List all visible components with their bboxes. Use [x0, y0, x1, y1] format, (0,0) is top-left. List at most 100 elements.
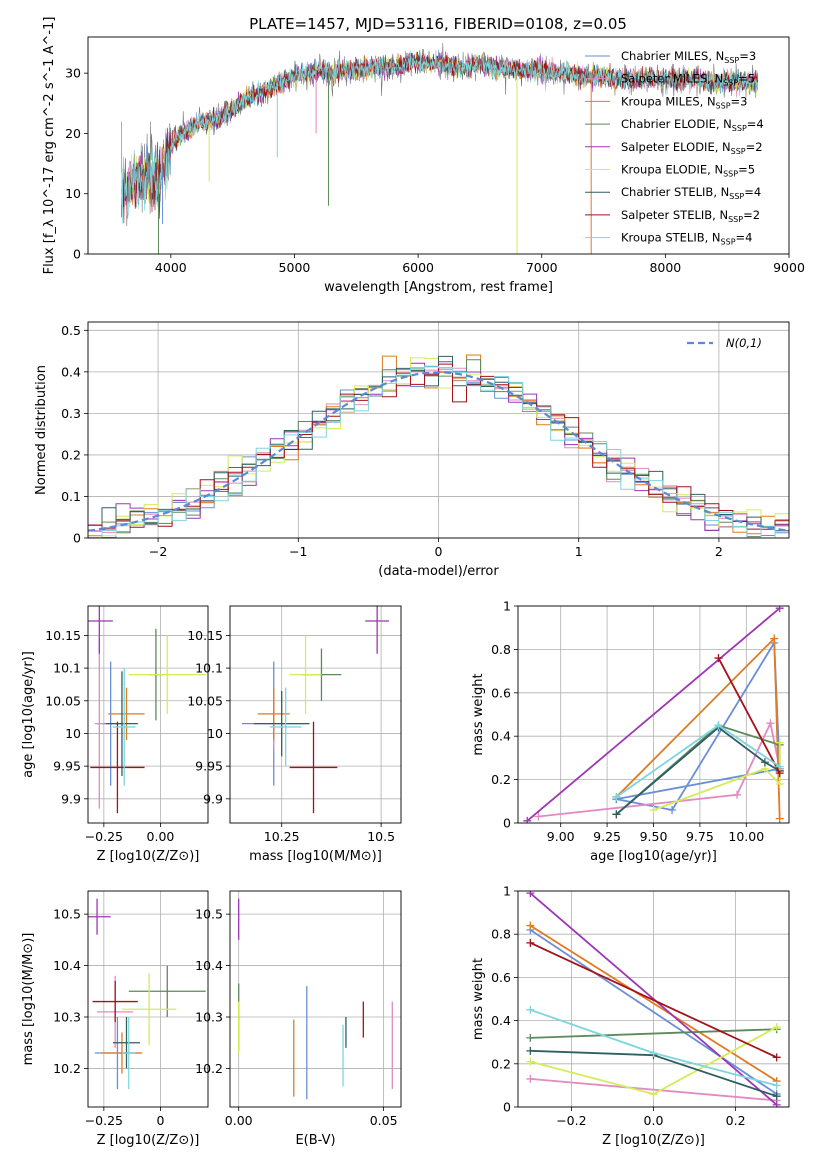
- errorbars: [238, 898, 393, 1100]
- tick-label-y: 10.2: [195, 1061, 223, 1076]
- series-marker: [612, 810, 621, 819]
- series-marker: [526, 938, 535, 947]
- tick-label-y: 10.4: [195, 958, 223, 973]
- series-marker: [523, 816, 532, 823]
- series-marker: [526, 1046, 535, 1055]
- tick-label-y: 10.2: [53, 1061, 81, 1076]
- histogram-series: [88, 355, 789, 538]
- tick-label-y: 30: [65, 66, 81, 81]
- tick-label-x: 0.00: [225, 1113, 253, 1128]
- series-marker: [526, 891, 535, 898]
- series-marker: [526, 921, 535, 930]
- legend-entry: Kroupa STELIB, NSSP=4: [621, 231, 752, 247]
- tick-label-y: 10.15: [187, 628, 223, 643]
- series-marker: [649, 805, 658, 814]
- series-marker: [775, 779, 784, 788]
- panel-mass_vs_Z: −0.25 0 10.2 10.3 10.4 10.5 Z [log10(Z/Z⊙)] mas…: [21, 890, 209, 1148]
- tick-label-x: 0: [156, 1113, 164, 1128]
- y-axis-label: mass weight: [471, 958, 486, 1040]
- tick-label-y: 0.3: [61, 406, 81, 421]
- tick-label-y: 9.95: [53, 759, 81, 774]
- tick-label-y: 10.15: [45, 628, 81, 643]
- tick-label-x: 9.25: [593, 829, 621, 844]
- tick-label-y: 0.6: [491, 970, 511, 985]
- tick-label-x: −1: [289, 544, 307, 559]
- tick-label-x: 5000: [279, 260, 311, 275]
- tick-label-y: 0: [503, 816, 511, 831]
- series-line: [530, 1028, 777, 1039]
- series-marker: [733, 790, 742, 799]
- normal-curve: [88, 371, 789, 532]
- tick-label-y: 20: [65, 126, 81, 141]
- panel-residuals: −2 −1 0 1 2 0 0.1 0.2 0.3 0.4 0.5 (data-model)/erro…: [34, 321, 790, 579]
- series-marker: [760, 758, 769, 767]
- errorbars: [241, 606, 390, 814]
- series-marker: [526, 1074, 535, 1083]
- spectrum-series: [121, 50, 759, 224]
- tick-label-x: 0: [435, 544, 443, 559]
- axes-frame: [229, 890, 402, 1108]
- axes-frame: [87, 890, 209, 1108]
- series-marker: [714, 654, 723, 663]
- tick-label-y: 10: [207, 726, 223, 741]
- x-axis-label: wavelength [Angstrom, rest frame]: [324, 280, 553, 295]
- tick-label-x: 10.00: [728, 829, 764, 844]
- legend-entry: Salpeter MILES, NSSP=5: [621, 72, 755, 88]
- panel-spectrum: 4000 5000 6000 7000 8000 9000 0 10 20 30 wavelengt…: [42, 17, 805, 295]
- legend-entry: Chabrier ELODIE, NSSP=4: [621, 117, 764, 133]
- tick-label-y: 1: [503, 599, 511, 614]
- series-line: [529, 929, 778, 1095]
- legend-entry: Chabrier MILES, NSSP=3: [621, 49, 756, 65]
- tick-label-x: 6000: [402, 260, 434, 275]
- tick-label-y: 0.2: [491, 1056, 511, 1071]
- axes-frame: [87, 605, 209, 824]
- spectrum-lines: [121, 42, 759, 254]
- weight-lines: [523, 606, 784, 823]
- series-marker: [526, 1033, 535, 1042]
- tick-label-y: 0.6: [491, 685, 511, 700]
- tick-label-y: 10.5: [53, 907, 81, 922]
- tick-label-x: 4000: [155, 260, 187, 275]
- panel-age_vs_Z: −0.25 0.00 9.9 9.95 10 10.05 10.1 10.15 Z [log10…: [21, 605, 209, 864]
- tick-label-y: 0: [73, 531, 81, 546]
- series-marker: [775, 738, 784, 747]
- legend-entry: Salpeter STELIB, NSSP=2: [621, 208, 760, 224]
- tick-label-x: 9000: [773, 260, 805, 275]
- tick-label-x: −0.25: [85, 1113, 123, 1128]
- tick-label-x: 0.2: [726, 1113, 746, 1128]
- histogram-series: [88, 363, 789, 530]
- tick-label-x: −0.25: [85, 829, 123, 844]
- tick-label-x: −0.2: [556, 1113, 586, 1128]
- series-marker: [770, 634, 779, 643]
- errorbars: [88, 898, 206, 1089]
- tick-label-y: 10.05: [45, 693, 81, 708]
- series-marker: [775, 606, 784, 613]
- tick-label-x: 9.75: [686, 829, 714, 844]
- tick-label-y: 0.1: [61, 489, 81, 504]
- tick-label-x: −2: [149, 544, 167, 559]
- tick-label-x: 2: [715, 544, 723, 559]
- y-axis-label: mass [log10(M/M⊙)]: [21, 933, 36, 1066]
- series-marker: [649, 1049, 658, 1057]
- tick-label-y: 10: [65, 186, 81, 201]
- series-marker: [668, 805, 677, 814]
- series-marker: [649, 1090, 658, 1099]
- tick-label-y: 9.9: [203, 791, 223, 806]
- panel-mass_vs_ebv: 0.00 0.05 10.2 10.3 10.4 10.5 E(B-V): [195, 890, 402, 1148]
- series-line: [529, 924, 778, 1082]
- tick-label-y: 0.5: [61, 323, 81, 338]
- axes-frame: [87, 36, 790, 255]
- series-marker: [772, 1092, 781, 1101]
- series-line: [530, 1078, 777, 1102]
- series-marker: [775, 762, 784, 771]
- legend-entry: Kroupa ELODIE, NSSP=5: [621, 163, 755, 179]
- x-axis-label: mass [log10(M/M⊙)]: [249, 849, 382, 864]
- tick-label-y: 10.3: [195, 1010, 223, 1025]
- y-axis-label: mass weight: [471, 673, 486, 755]
- tick-label-y: 10.4: [53, 958, 81, 973]
- series-line: [526, 607, 781, 822]
- series-marker: [772, 1053, 781, 1062]
- tick-label-x: 7000: [526, 260, 558, 275]
- x-axis-label: (data-model)/error: [378, 564, 499, 579]
- series-marker: [772, 1081, 781, 1090]
